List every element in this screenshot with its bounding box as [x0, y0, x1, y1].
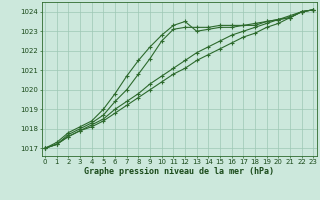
X-axis label: Graphe pression niveau de la mer (hPa): Graphe pression niveau de la mer (hPa)	[84, 167, 274, 176]
